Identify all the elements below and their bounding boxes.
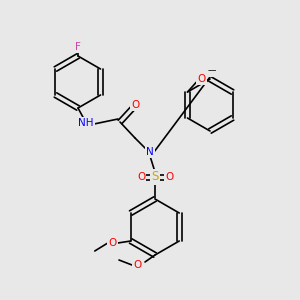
Text: S: S [151,170,159,184]
Text: O: O [131,100,139,110]
Text: O: O [133,260,141,270]
Text: O: O [137,172,145,182]
Text: —: — [207,67,216,76]
Text: O: O [197,74,206,84]
Text: O: O [165,172,173,182]
Text: N: N [146,147,154,157]
Text: O: O [109,238,117,248]
Text: NH: NH [78,118,94,128]
Text: F: F [75,42,81,52]
